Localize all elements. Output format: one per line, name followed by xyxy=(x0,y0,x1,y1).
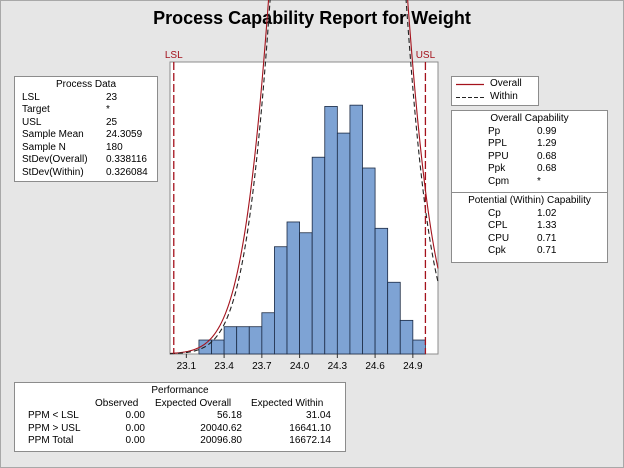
performance-header-row: Observed Expected Overall Expected Within xyxy=(15,398,345,411)
performance-row: PPM > USL 0.00 20040.62 16641.10 xyxy=(15,423,345,436)
overall-capability-row: Pp 0.99 xyxy=(452,126,607,139)
performance-column-header: Expected Within xyxy=(251,398,323,411)
performance-cell: 0.00 xyxy=(126,435,145,448)
overall-capability-value: 0.68 xyxy=(537,163,556,176)
performance-cell: 0.00 xyxy=(126,423,145,436)
performance-panel: Performance Observed Expected Overall Expe… xyxy=(14,382,346,452)
process-data-label: Sample N xyxy=(22,142,66,155)
performance-cell: 20096.80 xyxy=(200,435,242,448)
overall-capability-label: Cpm xyxy=(488,176,509,189)
process-data-panel: Process Data LSL 23 Target * USL 25 Sample Mea… xyxy=(14,76,158,182)
process-data-value: 0.326084 xyxy=(106,167,148,180)
process-data-row: StDev(Overall) 0.338116 xyxy=(15,154,157,167)
performance-row-label: PPM Total xyxy=(28,435,73,448)
performance-column-header: Expected Overall xyxy=(155,398,231,411)
process-data-label: Sample Mean xyxy=(22,129,84,142)
performance-row: PPM < LSL 0.00 56.18 31.04 xyxy=(15,410,345,423)
overall-capability-title: Overall Capability xyxy=(452,113,607,126)
process-data-row: LSL 23 xyxy=(15,92,157,105)
process-data-row: Sample N 180 xyxy=(15,142,157,155)
process-data-label: USL xyxy=(22,117,41,130)
process-data-value: * xyxy=(106,104,110,117)
performance-cell: 0.00 xyxy=(126,410,145,423)
overall-capability-value: * xyxy=(537,176,541,189)
performance-row-label: PPM < LSL xyxy=(28,410,79,423)
legend-overall-label: Overall xyxy=(490,78,522,91)
within-capability-label: CPL xyxy=(488,220,507,233)
capability-divider xyxy=(452,192,607,193)
report-title: Process Capability Report for Weight xyxy=(0,8,624,29)
legend-within-line xyxy=(456,96,484,99)
process-data-value: 0.338116 xyxy=(106,154,147,167)
within-capability-label: CPU xyxy=(488,233,509,246)
performance-row: PPM Total 0.00 20096.80 16672.14 xyxy=(15,435,345,448)
process-data-value: 24.3059 xyxy=(106,129,142,142)
within-capability-value: 0.71 xyxy=(537,233,556,246)
within-capability-value: 1.02 xyxy=(537,208,556,221)
overall-capability-label: Ppk xyxy=(488,163,505,176)
overall-capability-row: PPU 0.68 xyxy=(452,151,607,164)
within-capability-value: 0.71 xyxy=(537,245,556,258)
within-capability-value: 1.33 xyxy=(537,220,556,233)
overall-capability-value: 1.29 xyxy=(537,138,556,151)
process-data-label: Target xyxy=(22,104,50,117)
performance-cell: 31.04 xyxy=(306,410,331,423)
process-data-row: StDev(Within) 0.326084 xyxy=(15,167,157,180)
process-data-row: USL 25 xyxy=(15,117,157,130)
process-data-row: Sample Mean 24.3059 xyxy=(15,129,157,142)
capability-panel: Overall Capability Pp 0.99 PPL 1.29 PPU 0.68 P… xyxy=(451,110,608,263)
within-capability-label: Cpk xyxy=(488,245,506,258)
within-capability-row: Cpk 0.71 xyxy=(452,245,607,258)
overall-capability-value: 0.68 xyxy=(537,151,556,164)
overall-capability-label: PPL xyxy=(488,138,507,151)
process-data-value: 180 xyxy=(106,142,123,155)
within-capability-row: CPU 0.71 xyxy=(452,233,607,246)
process-data-row: Target * xyxy=(15,104,157,117)
performance-cell: 20040.62 xyxy=(200,423,242,436)
legend-overall-line xyxy=(456,83,484,86)
overall-capability-value: 0.99 xyxy=(537,126,556,139)
within-capability-label: Cp xyxy=(488,208,501,221)
process-data-value: 25 xyxy=(106,117,117,130)
within-capability-row: Cp 1.02 xyxy=(452,208,607,221)
performance-cell: 16672.14 xyxy=(289,435,331,448)
process-data-label: StDev(Within) xyxy=(22,167,84,180)
within-capability-row: CPL 1.33 xyxy=(452,220,607,233)
overall-capability-row: Cpm * xyxy=(452,176,607,189)
performance-column-header: Observed xyxy=(95,398,138,411)
overall-capability-label: PPU xyxy=(488,151,509,164)
process-data-label: StDev(Overall) xyxy=(22,154,88,167)
process-data-value: 23 xyxy=(106,92,117,105)
process-data-title: Process Data xyxy=(15,79,157,92)
legend: Overall Within xyxy=(451,76,539,106)
overall-capability-row: PPL 1.29 xyxy=(452,138,607,151)
overall-capability-label: Pp xyxy=(488,126,500,139)
performance-title: Performance xyxy=(15,385,345,398)
overall-capability-row: Ppk 0.68 xyxy=(452,163,607,176)
performance-cell: 56.18 xyxy=(217,410,242,423)
within-capability-title: Potential (Within) Capability xyxy=(452,195,607,208)
process-data-label: LSL xyxy=(22,92,40,105)
performance-row-label: PPM > USL xyxy=(28,423,81,436)
performance-cell: 16641.10 xyxy=(289,423,331,436)
legend-within-label: Within xyxy=(490,91,518,104)
